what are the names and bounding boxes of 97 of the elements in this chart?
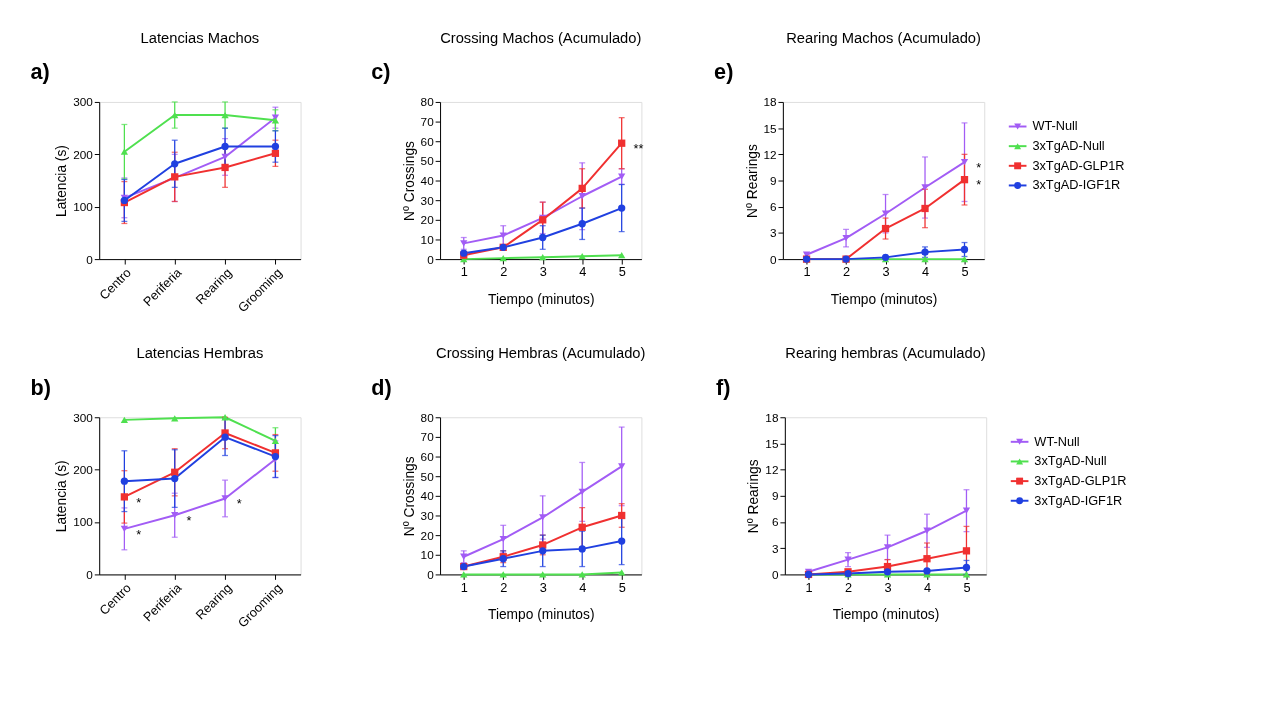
y-tick-label: 60 bbox=[420, 449, 435, 463]
y-tick-label: 70 bbox=[420, 430, 435, 444]
x-tick-label: 2 bbox=[500, 264, 508, 280]
y-tick-label: 12 bbox=[763, 147, 777, 161]
text: a) bbox=[30, 59, 50, 85]
y-tick-label: 40 bbox=[420, 173, 435, 187]
x-tick-label: 5 bbox=[963, 579, 971, 595]
legend-label: WT-Null bbox=[1034, 433, 1080, 449]
chart-title: Latencias Hembras bbox=[136, 345, 264, 362]
annotation: * bbox=[976, 177, 982, 193]
y-tick-label: 300 bbox=[73, 410, 94, 424]
y-tick-label: 50 bbox=[420, 154, 435, 168]
text: b) bbox=[30, 374, 51, 400]
x-axis-title: Tiempo (minutos) bbox=[488, 607, 595, 623]
x-tick-label: 2 bbox=[500, 579, 508, 595]
legend-label: 3xTgAD-IGF1R bbox=[1034, 492, 1123, 508]
y-tick-label: 12 bbox=[765, 463, 779, 477]
y-tick-label: 18 bbox=[763, 95, 777, 109]
y-axis-title: Nº Crossings bbox=[401, 456, 417, 537]
y-tick-label: 30 bbox=[420, 193, 435, 207]
x-axis-title: Tiempo (minutos) bbox=[488, 291, 595, 307]
y-tick-label: 3 bbox=[771, 541, 779, 555]
y-tick-label: 6 bbox=[769, 200, 777, 214]
y-tick-label: 0 bbox=[769, 252, 777, 266]
y-tick-label: 9 bbox=[771, 489, 779, 503]
chart-title: Crossing Machos (Acumulado) bbox=[440, 30, 642, 47]
y-tick-label: 70 bbox=[420, 115, 435, 129]
y-tick-label: 15 bbox=[765, 436, 779, 450]
annotation: * bbox=[136, 494, 142, 510]
legend-label: WT-Null bbox=[1032, 118, 1078, 134]
y-axis-title: Nº Rearings bbox=[746, 459, 762, 534]
x-tick-label: 4 bbox=[923, 579, 932, 595]
legend-label: 3xTgAD-Null bbox=[1032, 138, 1105, 154]
y-axis-title: Latencia (s) bbox=[54, 460, 70, 533]
y-tick-label: 100 bbox=[73, 515, 94, 529]
y-tick-label: 0 bbox=[86, 252, 94, 266]
x-tick-label: 4 bbox=[579, 579, 587, 595]
y-tick-label: 300 bbox=[73, 95, 94, 109]
y-tick-label: 200 bbox=[73, 463, 94, 477]
chart-title: Latencias Machos bbox=[140, 30, 260, 47]
y-tick-label: 0 bbox=[427, 252, 435, 266]
y-tick-label: 0 bbox=[86, 567, 94, 581]
y-axis-title: Latencia (s) bbox=[54, 145, 70, 217]
y-tick-label: 0 bbox=[771, 567, 779, 581]
y-tick-label: 10 bbox=[420, 548, 435, 562]
x-tick-label: 3 bbox=[539, 264, 547, 280]
x-tick-label: 1 bbox=[803, 264, 811, 280]
y-tick-label: 20 bbox=[420, 213, 435, 227]
y-tick-label: 3 bbox=[769, 226, 777, 240]
annotation: * bbox=[186, 513, 192, 529]
y-tick-label: 200 bbox=[73, 147, 94, 161]
legend-label: 3xTgAD-GLP1R bbox=[1034, 473, 1127, 489]
y-tick-label: 10 bbox=[420, 232, 435, 246]
annotation: * bbox=[976, 160, 982, 176]
y-tick-label: 9 bbox=[769, 173, 777, 187]
y-tick-label: 20 bbox=[420, 528, 435, 542]
chart-title: Rearing Machos (Acumulado) bbox=[786, 30, 981, 47]
y-tick-label: 80 bbox=[420, 410, 435, 424]
y-tick-label: 100 bbox=[73, 200, 94, 214]
x-tick-label: 5 bbox=[961, 264, 969, 280]
x-tick-label: 1 bbox=[805, 579, 813, 595]
y-tick-label: 80 bbox=[420, 95, 435, 109]
y-tick-label: 50 bbox=[420, 469, 435, 483]
legend-label: 3xTgAD-Null bbox=[1034, 453, 1107, 469]
x-axis-title: Tiempo (minutos) bbox=[830, 291, 938, 307]
y-tick-label: 6 bbox=[771, 515, 779, 529]
x-tick-label: 4 bbox=[579, 264, 587, 280]
y-tick-label: 18 bbox=[765, 410, 779, 424]
text: c) bbox=[371, 59, 391, 85]
y-tick-label: 60 bbox=[420, 134, 435, 148]
x-tick-label: 3 bbox=[882, 264, 890, 280]
annotation: ** bbox=[633, 141, 644, 157]
x-tick-label: 3 bbox=[884, 579, 892, 595]
x-tick-label: 5 bbox=[618, 579, 626, 595]
x-tick-label: 2 bbox=[844, 579, 853, 595]
y-tick-label: 0 bbox=[427, 567, 435, 581]
y-axis-title: Nº Crossings bbox=[401, 140, 417, 221]
x-tick-label: 3 bbox=[539, 579, 547, 595]
chart-title: Crossing Hembras (Acumulado) bbox=[436, 345, 646, 362]
x-tick-label: 5 bbox=[618, 264, 626, 280]
text: d) bbox=[371, 374, 392, 400]
y-tick-label: 40 bbox=[420, 489, 435, 503]
chart-title: Rearing hembras (Acumulado) bbox=[785, 345, 986, 362]
text: f) bbox=[716, 374, 731, 400]
annotation: * bbox=[136, 526, 142, 542]
x-tick-label: 1 bbox=[460, 579, 468, 595]
text: e) bbox=[714, 59, 734, 85]
y-tick-label: 15 bbox=[763, 121, 777, 135]
legend-label: 3xTgAD-GLP1R bbox=[1032, 157, 1125, 173]
y-tick-label: 30 bbox=[420, 508, 435, 522]
x-tick-label: 1 bbox=[460, 264, 468, 280]
y-axis-title: Nº Rearings bbox=[744, 144, 760, 218]
annotation: * bbox=[236, 496, 242, 512]
legend-label: 3xTgAD-IGF1R bbox=[1032, 177, 1121, 193]
x-tick-label: 4 bbox=[921, 264, 930, 280]
x-axis-title: Tiempo (minutos) bbox=[832, 607, 940, 623]
x-tick-label: 2 bbox=[843, 264, 851, 280]
